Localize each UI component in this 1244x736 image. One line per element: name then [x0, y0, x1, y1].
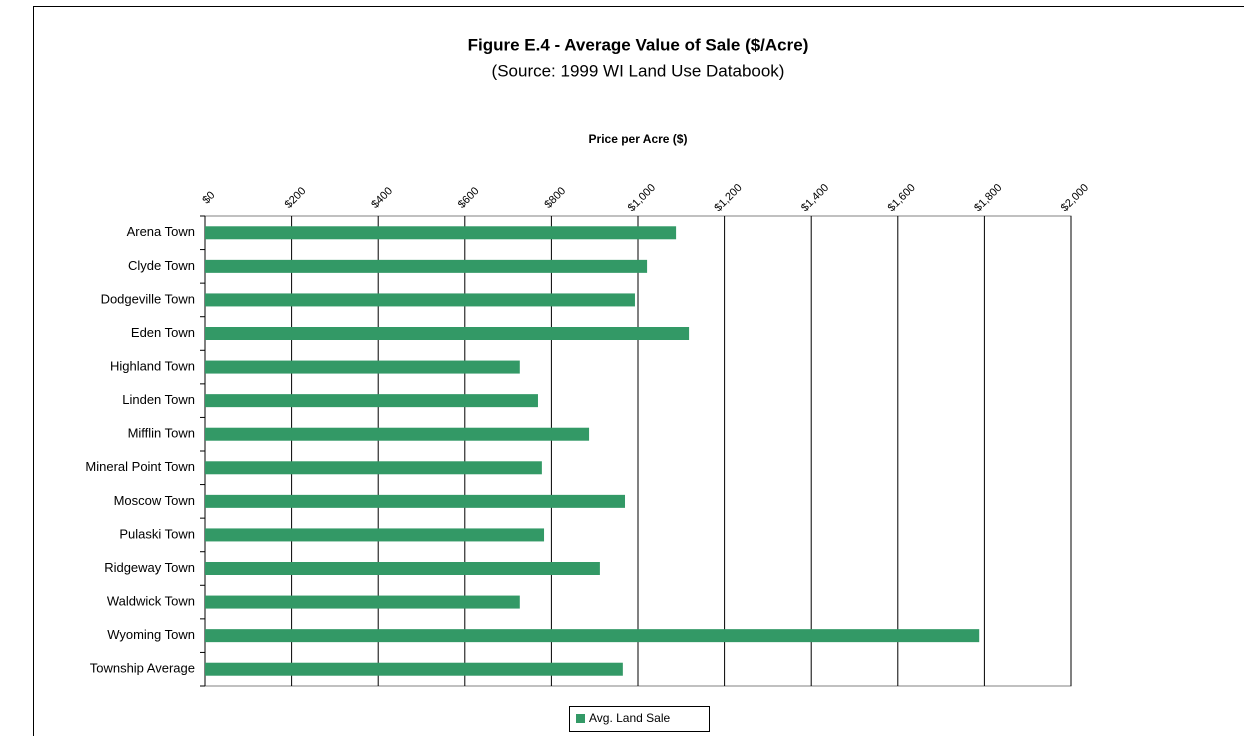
- y-tick-label: Pulaski Town: [119, 526, 195, 541]
- y-tick-label: Clyde Town: [128, 258, 195, 273]
- legend-box: [569, 706, 710, 732]
- bar: [205, 461, 542, 475]
- bar: [205, 394, 538, 408]
- y-tick-label: Ridgeway Town: [104, 560, 195, 575]
- x-axis-title: Price per Acre ($): [589, 132, 688, 146]
- y-tick-label: Mifflin Town: [128, 426, 195, 441]
- bar: [205, 427, 590, 441]
- bar: [205, 293, 635, 307]
- legend-label: Avg. Land Sale: [589, 711, 671, 725]
- y-tick-label: Dodgeville Town: [101, 291, 195, 306]
- bar: [205, 562, 600, 575]
- y-tick-label: Highland Town: [110, 359, 195, 374]
- y-tick-label: Mineral Point Town: [85, 459, 195, 474]
- y-tick-label: Waldwick Town: [107, 594, 195, 609]
- bar: [205, 662, 623, 676]
- chart-title: Figure E.4 - Average Value of Sale ($/Ac…: [468, 35, 809, 54]
- bar: [205, 595, 520, 609]
- bar: [205, 259, 648, 273]
- y-tick-label: Linden Town: [122, 392, 195, 407]
- bar: [205, 494, 626, 508]
- bar: [205, 360, 520, 374]
- y-tick-label: Township Average: [90, 661, 195, 676]
- y-tick-label: Moscow Town: [114, 493, 195, 508]
- bar: [205, 226, 677, 240]
- bar: [205, 629, 980, 643]
- y-tick-label: Arena Town: [127, 224, 195, 239]
- bar: [205, 327, 690, 340]
- y-tick-label: Eden Town: [131, 325, 195, 340]
- bar: [205, 528, 545, 542]
- y-tick-label: Wyoming Town: [107, 627, 195, 642]
- chart-subtitle: (Source: 1999 WI Land Use Databook): [492, 61, 785, 80]
- legend-swatch: [576, 714, 585, 723]
